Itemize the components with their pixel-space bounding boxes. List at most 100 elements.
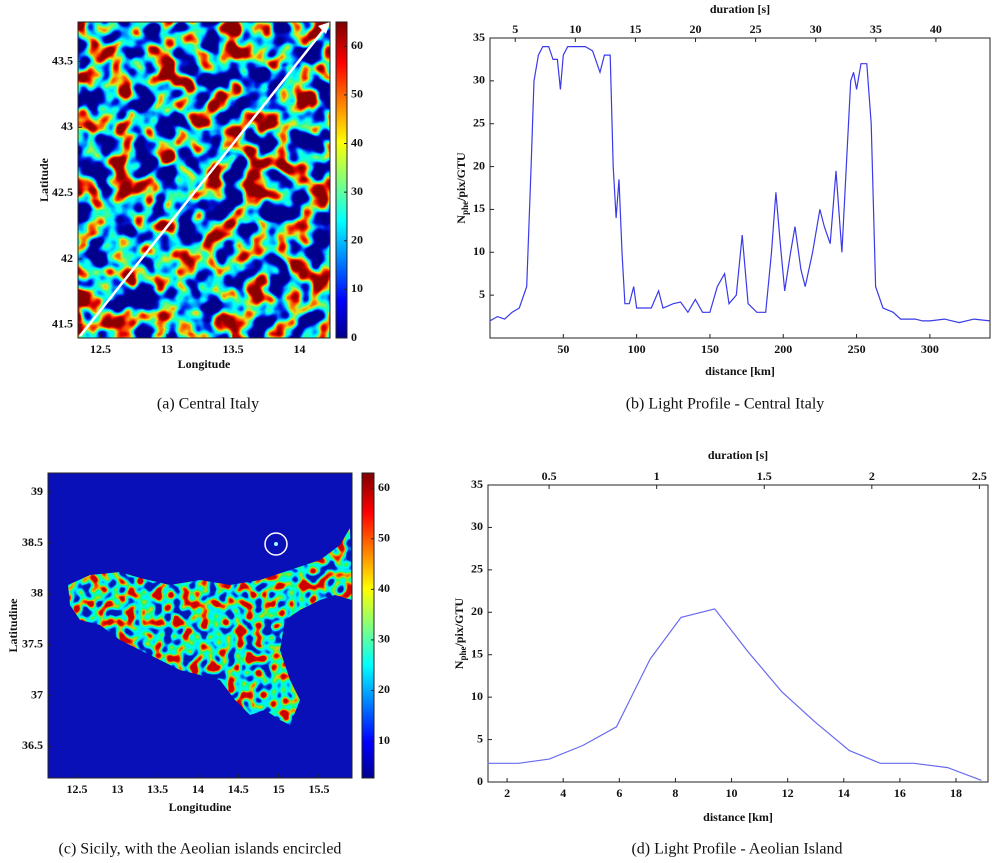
x-axis-label: Longitude — [178, 357, 231, 371]
y-label-sub: phe — [460, 201, 470, 215]
x-tick-label: 13 — [111, 782, 123, 796]
colorbar-frame — [335, 21, 348, 339]
y-tick-label: 42 — [61, 251, 73, 265]
x2-tick-label: 2 — [869, 469, 875, 483]
profile-line — [487, 608, 982, 781]
x-tick-label: 300 — [921, 342, 939, 356]
x-tick-label: 14 — [192, 782, 204, 796]
colorbar-tick-label: 10 — [378, 733, 390, 747]
caption: (a) Central Italy — [157, 396, 259, 413]
x-axis-label: distance [km] — [705, 364, 775, 378]
y-tick-label: 25 — [471, 562, 483, 576]
x-tick-label: 250 — [848, 342, 866, 356]
y-tick-label: 15 — [471, 646, 483, 660]
y-axis-label: Nphe/pix/GTU — [454, 152, 470, 224]
plot-frame — [77, 21, 331, 339]
colorbar-tick-label: 0 — [351, 330, 357, 344]
x-tick-label: 8 — [672, 786, 678, 800]
track-arrow — [79, 26, 327, 337]
x2-tick-label: 0.5 — [542, 469, 557, 483]
y-tick-label: 25 — [473, 115, 485, 129]
colorbar-tick-label: 60 — [351, 38, 363, 52]
x2-tick-label: 20 — [690, 22, 702, 36]
x-tick-label: 14 — [838, 786, 850, 800]
aeolian-circle — [264, 532, 288, 556]
x-tick-label: 6 — [616, 786, 622, 800]
y-label-base: N — [452, 660, 466, 669]
x-tick-label: 4 — [560, 786, 566, 800]
y-tick-label: 0 — [477, 774, 483, 788]
x2-tick-label: 2.5 — [972, 469, 987, 483]
y-tick-label: 30 — [471, 519, 483, 533]
y-tick-label: 35 — [471, 477, 483, 491]
arrow-head — [318, 22, 330, 34]
x2-tick-label: 15 — [629, 22, 641, 36]
y-tick-label: 30 — [473, 73, 485, 87]
y-tick-label: 41.5 — [52, 317, 73, 331]
x2-axis-label: duration [s] — [708, 448, 768, 462]
y-tick-label: 5 — [479, 287, 485, 301]
x-axis-label: Longitudine — [169, 800, 232, 814]
x2-tick-label: 1.5 — [757, 469, 772, 483]
y-tick-label: 37.5 — [22, 637, 43, 651]
x-tick-label: 50 — [557, 342, 569, 356]
x2-tick-label: 10 — [569, 22, 581, 36]
colorbar-tick-label: 50 — [351, 87, 363, 101]
y-tick-label: 15 — [473, 201, 485, 215]
y-tick-label: 36.5 — [22, 738, 43, 752]
y-axis-label: Nphe/pix/GTU — [452, 597, 468, 669]
x2-tick-label: 30 — [810, 22, 822, 36]
x-tick-label: 12.5 — [90, 342, 111, 356]
y-tick-label: 20 — [473, 158, 485, 172]
x2-tick-label: 40 — [930, 22, 942, 36]
x2-tick-label: 1 — [654, 469, 660, 483]
colorbar-tick-label: 20 — [378, 682, 390, 696]
x-tick-label: 150 — [701, 342, 719, 356]
y-tick-label: 10 — [473, 244, 485, 258]
y-tick-label: 10 — [471, 689, 483, 703]
x-tick-label: 2 — [504, 786, 510, 800]
y-label-rest: /pix/GTU — [452, 597, 466, 647]
y-tick-label: 38.5 — [22, 535, 43, 549]
x-tick-label: 10 — [726, 786, 738, 800]
x-tick-label: 15 — [273, 782, 285, 796]
colorbar — [362, 473, 374, 778]
y-label-rest: /pix/GTU — [454, 152, 468, 202]
y-tick-label: 43 — [61, 119, 73, 133]
x-tick-label: 13.5 — [147, 782, 168, 796]
x2-tick-label: 35 — [870, 22, 882, 36]
aeolian-spot — [274, 542, 278, 546]
x-tick-label: 13.5 — [223, 342, 244, 356]
colorbar-tick-label: 10 — [351, 281, 363, 295]
y-label-sub: phe — [458, 647, 468, 661]
profile-line — [489, 46, 991, 324]
y-tick-label: 42.5 — [52, 185, 73, 199]
plot-frame — [489, 37, 991, 339]
colorbar — [336, 22, 347, 338]
x-tick-label: 18 — [950, 786, 962, 800]
y-tick-label: 20 — [471, 604, 483, 618]
y-tick-label: 35 — [473, 30, 485, 44]
colorbar-tick-label: 30 — [351, 184, 363, 198]
x-tick-label: 14 — [293, 342, 305, 356]
y-tick-label: 37 — [31, 687, 43, 701]
x2-tick-label: 25 — [750, 22, 762, 36]
x-tick-label: 15.5 — [308, 782, 329, 796]
x-tick-label: 200 — [774, 342, 792, 356]
y-tick-label: 43.5 — [52, 53, 73, 67]
x-tick-label: 13 — [161, 342, 173, 356]
y-axis-label: Latitude — [37, 157, 51, 202]
caption: (d) Light Profile - Aeolian Island — [631, 841, 842, 858]
colorbar-tick-label: 30 — [378, 632, 390, 646]
colorbar-tick-label: 50 — [378, 531, 390, 545]
x2-tick-label: 5 — [512, 22, 518, 36]
colorbar-tick-label: 40 — [351, 135, 363, 149]
x-axis-label: distance [km] — [703, 810, 773, 824]
plot-frame — [47, 472, 353, 779]
x-tick-label: 100 — [628, 342, 646, 356]
colorbar-tick-label: 20 — [351, 233, 363, 247]
x2-axis-label: duration [s] — [710, 2, 770, 16]
x-tick-label: 12 — [782, 786, 794, 800]
